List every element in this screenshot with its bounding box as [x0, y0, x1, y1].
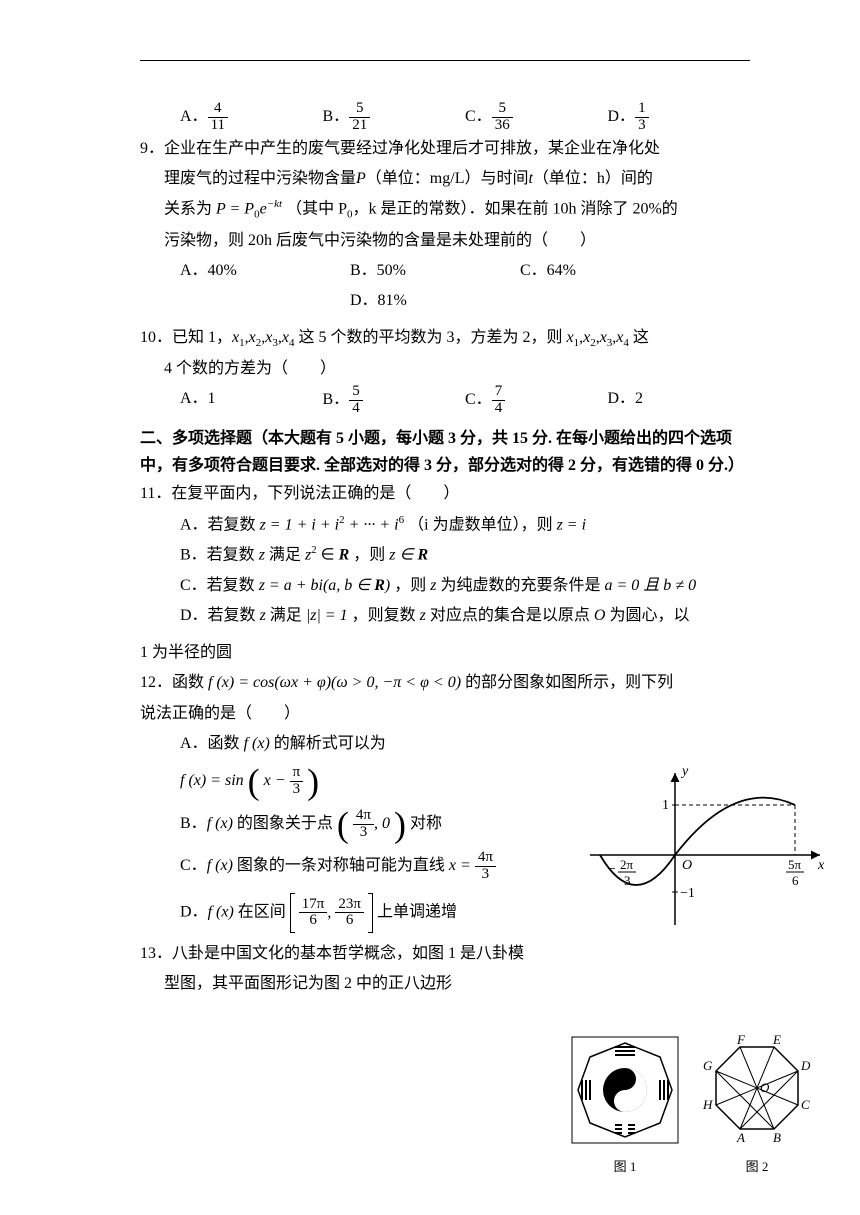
q8-options: A．411 B．521 C．536 D．13	[180, 101, 750, 134]
svg-text:6: 6	[792, 873, 799, 888]
q10-line2: 4 个数的方差为（ ）	[164, 354, 750, 384]
q9-options-row1: A．40% B．50% C．64%	[180, 256, 750, 286]
q10-opt-a: A．1	[180, 384, 323, 417]
q13-fig1-caption: 图 1	[565, 1155, 685, 1180]
svg-text:E: E	[772, 1032, 781, 1047]
q13-figure2: A B C D E F G H O 图 2	[692, 1030, 822, 1180]
svg-text:−: −	[608, 862, 616, 877]
svg-text:1: 1	[662, 798, 669, 813]
q11-opt-a: A．若复数 z = 1 + i + i2 + ··· + i6 （i 为虚数单位…	[180, 510, 750, 541]
svg-text:O: O	[682, 858, 692, 873]
q13-line2: 型图，其平面图形记为图 2 中的正八边形	[164, 969, 750, 999]
svg-text:3: 3	[624, 873, 631, 888]
q11-opt-c: C．若复数 z = a + bi(a, b ∈ R) ，则 z 为纯虚数的充要条…	[180, 571, 750, 601]
q12-line2: 说法正确的是（ ）	[140, 699, 750, 729]
svg-text:F: F	[736, 1032, 746, 1047]
q13-fig2-caption: 图 2	[692, 1155, 822, 1180]
q13: 13．八卦是中国文化的基本哲学概念，如图 1 是八卦模 型图，其平面图形记为图 …	[140, 939, 750, 1000]
q11-tail: 1 为半径的圆	[140, 638, 750, 668]
svg-text:C: C	[801, 1097, 810, 1112]
q10: 10．已知 1，x1,x2,x3,x4 这 5 个数的平均数为 3，方差为 2，…	[140, 323, 750, 417]
q8-opt-d: D．13	[608, 101, 751, 134]
svg-text:H: H	[702, 1097, 713, 1112]
q11-stem: 11．在复平面内，下列说法正确的是（ ）	[140, 479, 750, 509]
q9-options-row2: D．81%	[180, 286, 750, 316]
q11: 11．在复平面内，下列说法正确的是（ ） A．若复数 z = 1 + i + i…	[140, 479, 750, 632]
q9-line3: 关系为 P = P0e−kt （其中 P0，k 是正的常数）．如果在前 10h …	[164, 194, 750, 225]
q9-line2: 理废气的过程中污染物含量P（单位：mg/L）与时间t（单位：h）间的	[164, 164, 750, 194]
horizontal-rule	[140, 60, 750, 61]
svg-text:A: A	[736, 1130, 745, 1145]
q9-opt-b: B．50%	[350, 256, 520, 286]
q9-opt-c: C．64%	[520, 256, 690, 286]
svg-text:x: x	[817, 858, 825, 873]
q8-opt-b: B．521	[323, 101, 466, 134]
q9-line1: 9．企业在生产中产生的废气要经过净化处理后才可排放，某企业在净化处	[140, 134, 750, 164]
q10-opt-b: B．54	[323, 384, 466, 417]
q9-opt-d: D．81%	[350, 286, 520, 316]
q10-line1: 10．已知 1，x1,x2,x3,x4 这 5 个数的平均数为 3，方差为 2，…	[140, 323, 750, 354]
q8-opt-c: C．536	[465, 101, 608, 134]
svg-text:G: G	[703, 1058, 713, 1073]
q9-opt-a: A．40%	[180, 256, 350, 286]
q12-graph: y x O 1 −1 − 2π 3 5π 6	[580, 765, 830, 935]
q9: 9．企业在生产中产生的废气要经过净化处理后才可排放，某企业在净化处 理废气的过程…	[140, 134, 750, 317]
q10-opt-d: D．2	[608, 384, 751, 417]
svg-text:B: B	[773, 1130, 781, 1145]
q9-line4: 污染物，则 20h 后废气中污染物的含量是未处理前的（ ）	[164, 226, 750, 256]
q12-opt-a: A．函数 f (x) 的解析式可以为	[180, 729, 750, 759]
section2-heading: 二、多项选择题（本大题有 5 小题，每小题 3 分，共 15 分. 在每小题给出…	[140, 425, 750, 479]
svg-text:−1: −1	[680, 886, 695, 901]
q11-opt-d: D．若复数 z 满足 |z| = 1 ，则复数 z 对应点的集合是以原点 O 为…	[180, 601, 750, 631]
q12-line1: 12．函数 f (x) = cos(ωx + φ)(ω > 0, −π < φ …	[140, 668, 750, 698]
q13-figure1: 图 1	[565, 1035, 685, 1180]
q10-options: A．1 B．54 C．74 D．2	[180, 384, 750, 417]
svg-text:D: D	[800, 1058, 811, 1073]
q11-opt-b: B．若复数 z 满足 z2 ∈ R ，则 z ∈ R	[180, 540, 750, 571]
svg-text:y: y	[680, 765, 689, 779]
q13-line1: 13．八卦是中国文化的基本哲学概念，如图 1 是八卦模	[140, 939, 750, 969]
q10-opt-c: C．74	[465, 384, 608, 417]
q8-opt-a: A．411	[180, 101, 323, 134]
svg-text:O: O	[760, 1080, 770, 1095]
svg-text:2π: 2π	[620, 857, 634, 872]
svg-text:5π: 5π	[788, 857, 802, 872]
